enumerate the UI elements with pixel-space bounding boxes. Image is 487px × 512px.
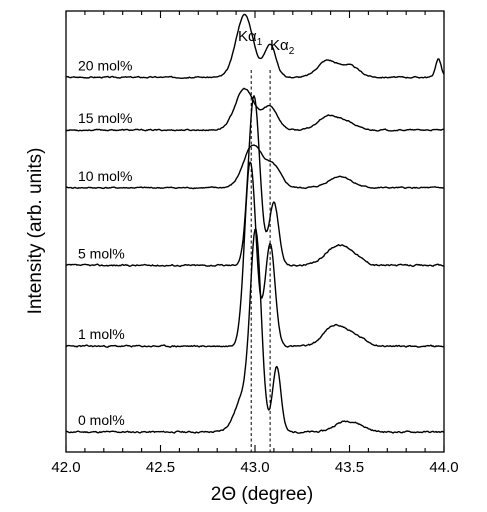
series-label: 1 mol% bbox=[78, 326, 125, 342]
series-label: 5 mol% bbox=[78, 245, 125, 261]
series-labels: 0 mol% 1 mol% 5 mol% 10 mol% 15 mol% 20 mol% bbox=[78, 57, 132, 428]
series-label: 15 mol% bbox=[78, 110, 132, 126]
series-line bbox=[65, 95, 445, 268]
peak-annotations: Kα1 Kα2 bbox=[238, 28, 295, 57]
annotation-base: Kα bbox=[270, 37, 289, 54]
series-line bbox=[65, 13, 445, 79]
annotation-sub: 1 bbox=[257, 37, 263, 48]
series-label: 0 mol% bbox=[78, 412, 125, 428]
series-line bbox=[65, 144, 445, 190]
y-axis-title: Intensity (arb. units) bbox=[25, 148, 46, 315]
annotation-label: Kα1 bbox=[238, 28, 263, 48]
series-label: 20 mol% bbox=[78, 57, 132, 73]
x-tick-label: 43.5 bbox=[335, 459, 364, 476]
annotation-label: Kα2 bbox=[270, 37, 295, 57]
series-label: 10 mol% bbox=[78, 168, 132, 184]
series-line bbox=[65, 228, 445, 434]
annotation-base: Kα bbox=[238, 28, 257, 45]
x-tick-labels: 42.0 42.5 43.0 43.5 44.0 bbox=[51, 459, 458, 476]
series-line bbox=[65, 161, 445, 348]
x-tick-label: 44.0 bbox=[429, 459, 458, 476]
x-axis-title: 2Θ (degree) bbox=[211, 484, 313, 505]
x-tick-label: 42.0 bbox=[51, 459, 80, 476]
x-tick-label: 43.0 bbox=[240, 459, 269, 476]
series-line bbox=[65, 87, 445, 132]
annotation-sub: 2 bbox=[289, 46, 295, 57]
series-curves bbox=[65, 13, 445, 434]
x-ticks bbox=[65, 11, 445, 452]
x-tick-label: 42.5 bbox=[146, 459, 175, 476]
